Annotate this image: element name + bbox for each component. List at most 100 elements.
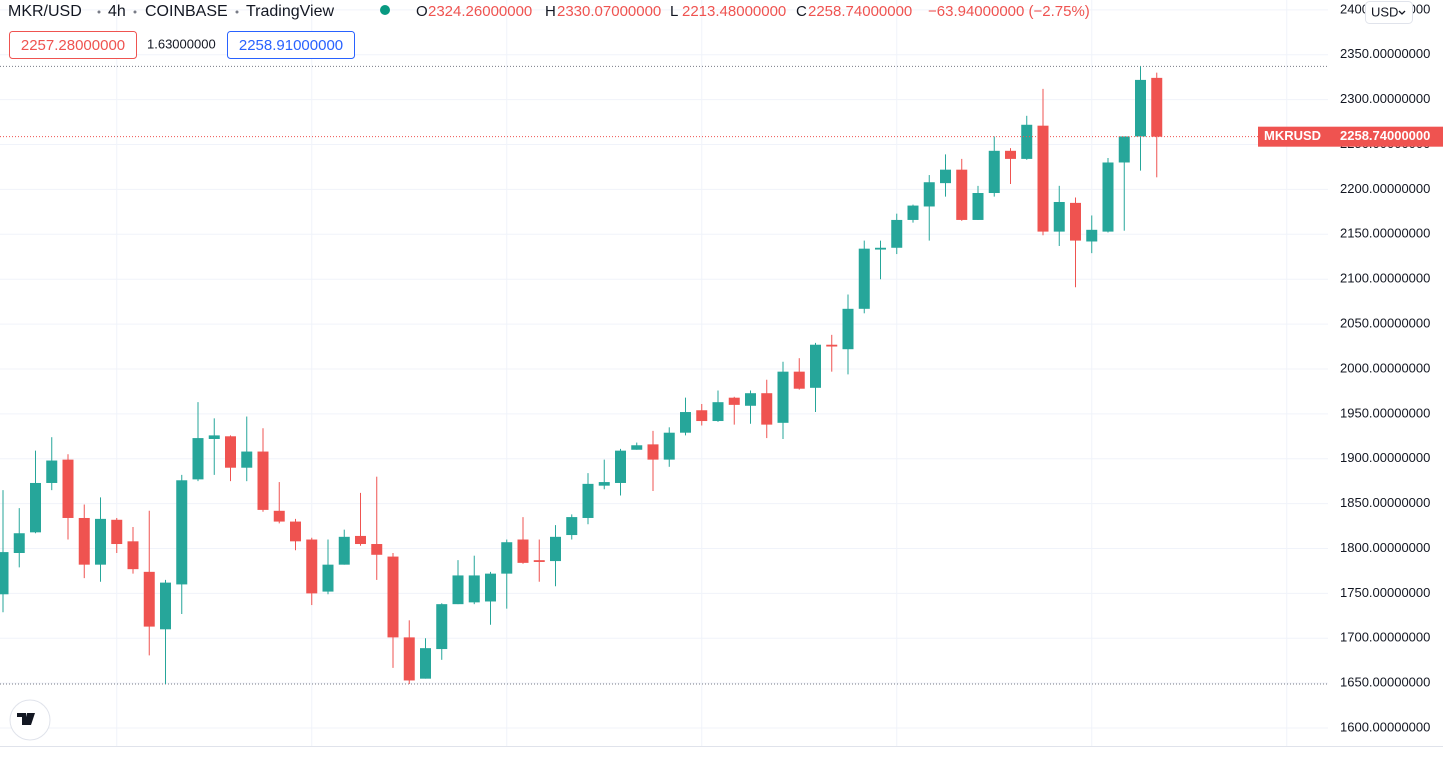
price-tag bbox=[1258, 126, 1443, 147]
candle-body bbox=[273, 510, 285, 522]
candles: MKRUSD 2258.74000000 bbox=[0, 66, 1443, 685]
candle-body bbox=[728, 397, 740, 405]
candle-body bbox=[30, 482, 41, 533]
candle-body bbox=[387, 556, 399, 638]
candle-body bbox=[761, 393, 773, 425]
candle-body bbox=[420, 648, 431, 679]
logo-mark bbox=[17, 713, 35, 725]
y-tick-label: 2050.00000000 bbox=[1340, 316, 1430, 331]
candle-body bbox=[241, 451, 253, 468]
candle-body bbox=[777, 371, 789, 423]
candle-body bbox=[485, 573, 496, 602]
candle-body bbox=[1021, 124, 1033, 159]
ohlc-letter: L bbox=[670, 3, 678, 20]
candle-body bbox=[208, 435, 220, 439]
candle-body bbox=[46, 460, 58, 483]
symbol: MKR/USD bbox=[8, 3, 82, 20]
buy-button[interactable] bbox=[227, 31, 355, 59]
candle-body bbox=[0, 552, 9, 595]
candle-body bbox=[1037, 125, 1049, 232]
y-tick-label: 2350.00000000 bbox=[1340, 46, 1430, 61]
time-axis bbox=[0, 746, 1443, 760]
candle-body bbox=[988, 150, 1000, 194]
source: TradingView bbox=[246, 3, 334, 20]
ohlc-legend: O 2324.26000000 H 2330.07000000 L 2213.480000… bbox=[416, 3, 912, 20]
y-tick-label: 1950.00000000 bbox=[1340, 405, 1430, 420]
market-status[interactable] bbox=[380, 5, 390, 15]
candle-body bbox=[176, 480, 188, 585]
separator bbox=[133, 10, 137, 14]
dropdown-icon bbox=[1398, 10, 1406, 15]
candle-body bbox=[1118, 136, 1130, 163]
candle-body bbox=[533, 560, 545, 562]
ohlc-letter: C bbox=[796, 3, 807, 20]
ohlc-value: 2258.74000000 bbox=[808, 3, 912, 20]
candle-body bbox=[696, 410, 708, 422]
spread: 1.63000000 bbox=[147, 36, 216, 51]
candle-body bbox=[712, 402, 724, 422]
y-tick-label: 1900.00000000 bbox=[1340, 450, 1430, 465]
candle-body bbox=[582, 483, 594, 518]
candle-body bbox=[1005, 150, 1016, 159]
candle-body bbox=[13, 533, 25, 553]
candle-body bbox=[1053, 201, 1065, 232]
candle-body bbox=[1070, 202, 1081, 241]
candle-body bbox=[290, 521, 301, 542]
candle-body bbox=[550, 536, 561, 562]
candle-body bbox=[257, 451, 269, 510]
ohlc-value: 2324.26000000 bbox=[428, 3, 532, 20]
price-tag-value: 2258.74000000 bbox=[1340, 128, 1430, 143]
candle-body bbox=[192, 438, 204, 480]
y-tick-label: 1700.00000000 bbox=[1340, 630, 1430, 645]
ohlc-value: 2330.07000000 bbox=[557, 3, 661, 20]
ask[interactable]: 2258.91000000 bbox=[239, 37, 343, 54]
candle-body bbox=[598, 482, 610, 486]
candle-body bbox=[875, 247, 886, 250]
candle-body bbox=[566, 517, 578, 536]
y-tick-label: 2150.00000000 bbox=[1340, 226, 1430, 241]
candle-body bbox=[78, 517, 90, 565]
candle-body bbox=[403, 637, 415, 681]
price-tag-symbol: MKRUSD bbox=[1264, 128, 1321, 143]
candle-body bbox=[322, 564, 334, 592]
candle-body bbox=[355, 535, 366, 545]
candle-body bbox=[452, 575, 464, 605]
candle-body bbox=[923, 182, 935, 207]
separator bbox=[235, 10, 239, 14]
candle-body bbox=[143, 571, 155, 627]
separator bbox=[97, 10, 101, 14]
y-tick-label: 2300.00000000 bbox=[1340, 91, 1430, 106]
candle-body bbox=[891, 219, 903, 248]
candle-body bbox=[972, 193, 984, 220]
y-tick-label: 1850.00000000 bbox=[1340, 495, 1430, 510]
candle-body bbox=[940, 169, 951, 184]
candle-body bbox=[793, 371, 805, 389]
sell-button[interactable] bbox=[9, 31, 137, 59]
candle-body bbox=[1135, 79, 1146, 137]
y-tick-label: 1600.00000000 bbox=[1340, 719, 1430, 734]
candle-body bbox=[956, 169, 968, 220]
currency-button[interactable] bbox=[1365, 1, 1413, 24]
candle-body bbox=[160, 582, 171, 630]
candle-body bbox=[371, 544, 383, 555]
ohlc-value: 2213.48000000 bbox=[682, 3, 786, 20]
candle-body bbox=[615, 450, 626, 483]
change: −63.94000000 (−2.75%) bbox=[928, 3, 1090, 20]
candle-body bbox=[647, 444, 659, 460]
candle-body bbox=[663, 432, 675, 460]
candle-body bbox=[468, 575, 480, 603]
candle-body bbox=[306, 539, 318, 594]
candle-body bbox=[842, 308, 854, 350]
exchange: COINBASE bbox=[145, 3, 228, 20]
currency[interactable]: USD bbox=[1371, 4, 1398, 19]
candle-body bbox=[858, 248, 870, 309]
candle-body bbox=[745, 393, 756, 406]
bid[interactable]: 2257.28000000 bbox=[21, 37, 125, 54]
candle-body bbox=[338, 536, 350, 565]
candle-body bbox=[680, 412, 691, 433]
ohlc-letter: H bbox=[545, 3, 556, 20]
